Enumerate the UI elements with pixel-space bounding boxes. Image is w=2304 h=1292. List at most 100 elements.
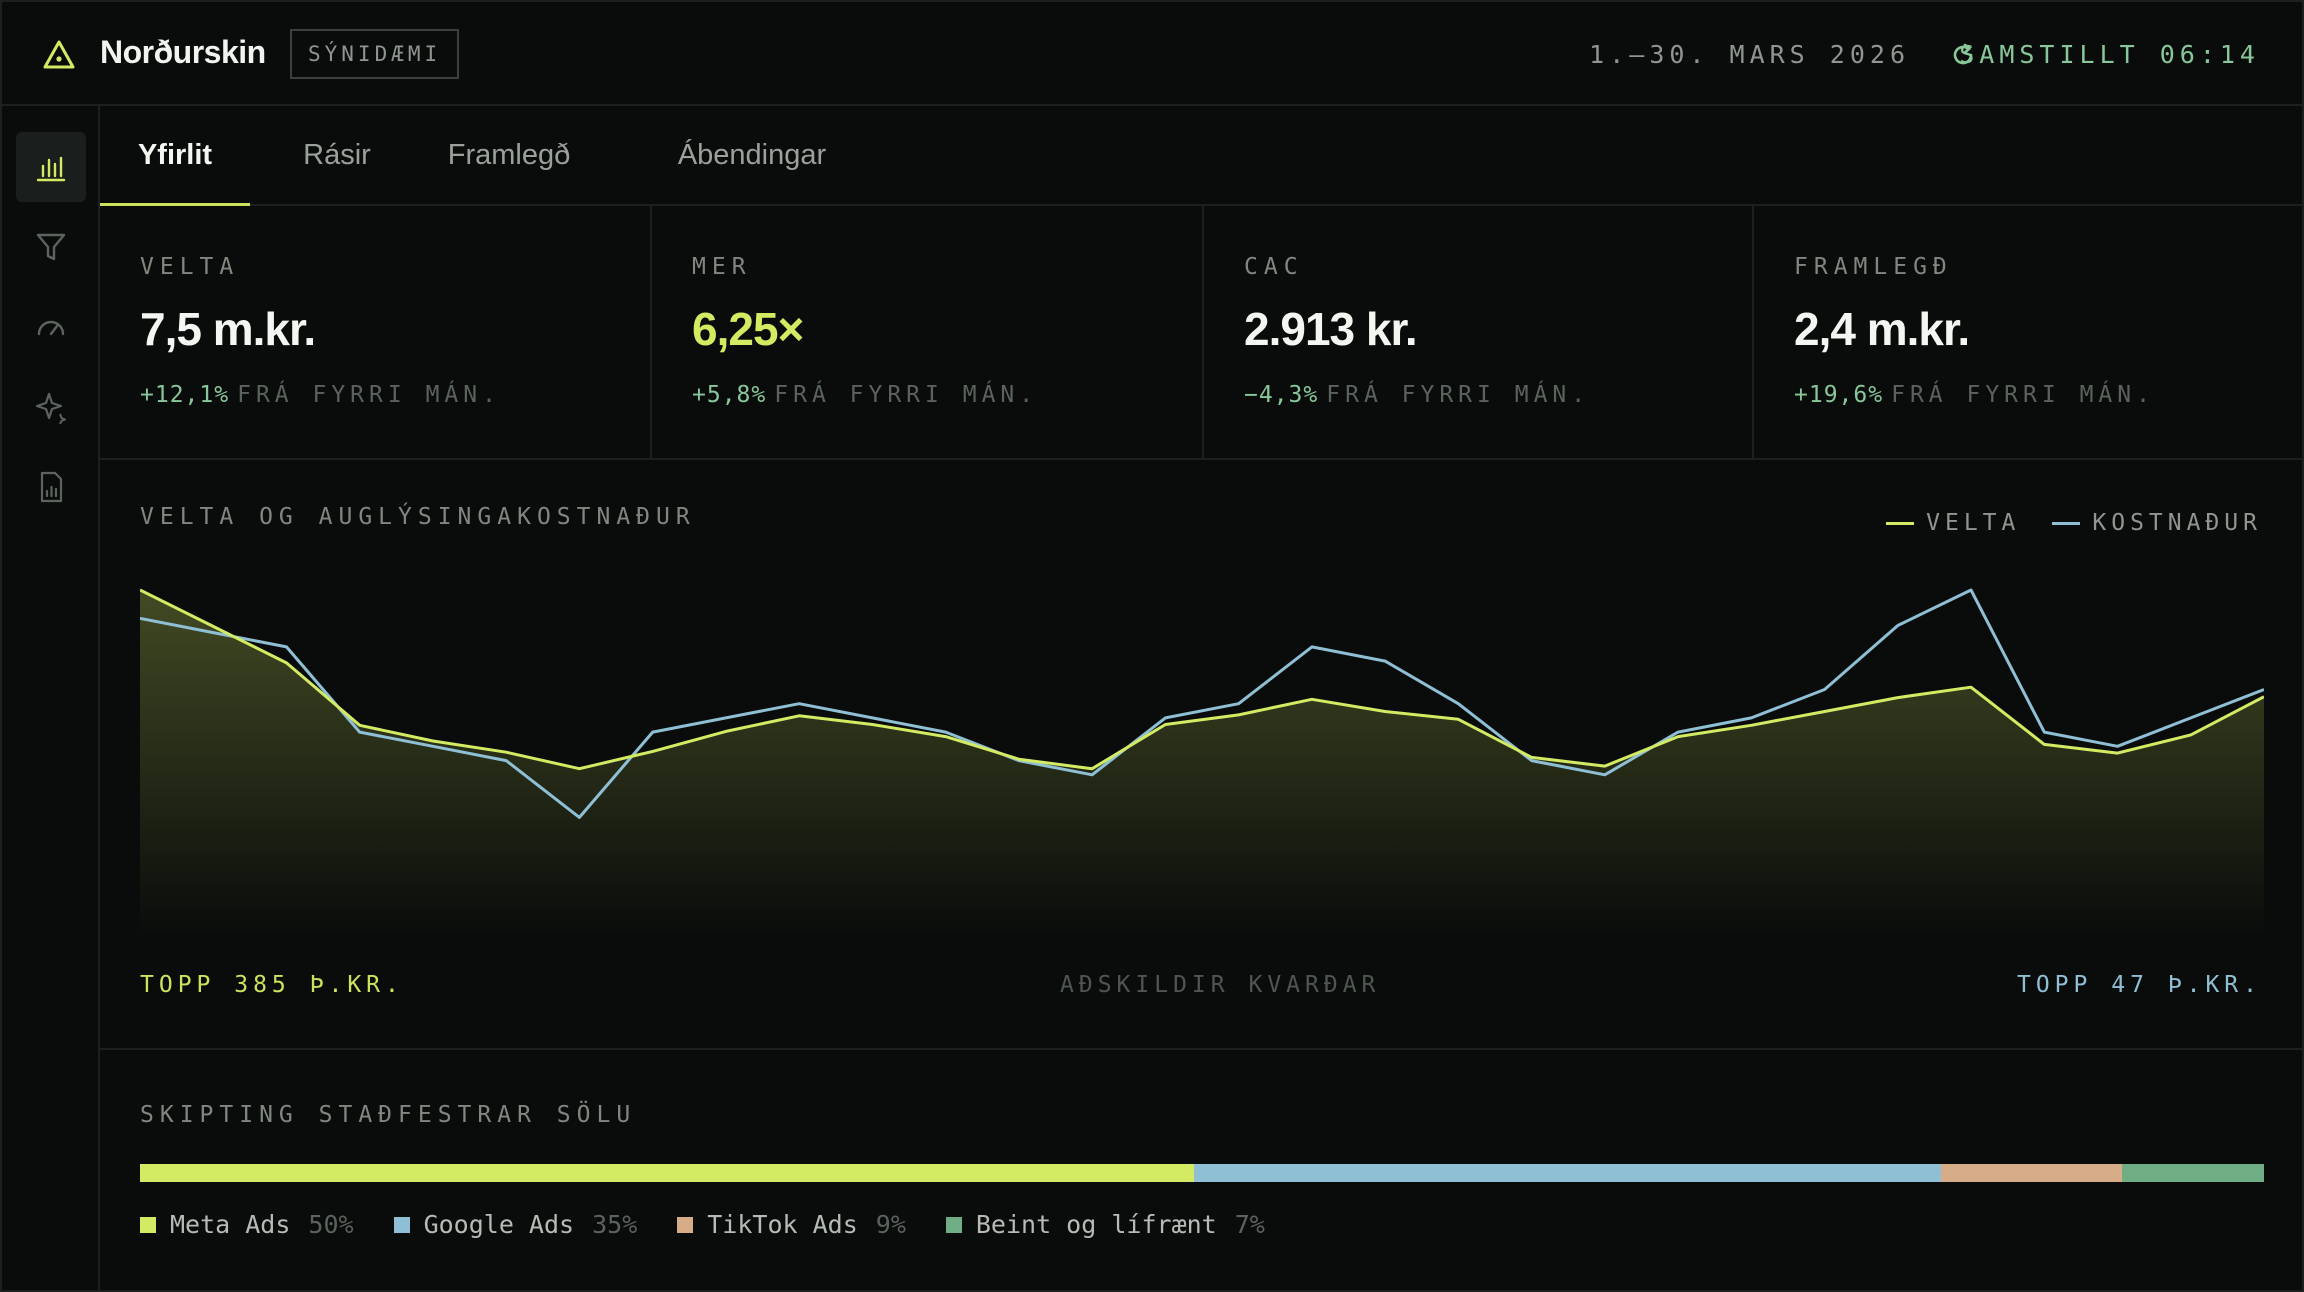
cost-point[interactable]: [1013, 755, 1025, 767]
split-legend-pct: 50%: [308, 1210, 354, 1239]
split-legend-item: TikTok Ads 9%: [677, 1210, 906, 1239]
cost-point[interactable]: [1452, 698, 1464, 710]
refresh-icon[interactable]: [1950, 42, 1976, 68]
cost-point[interactable]: [1672, 726, 1684, 738]
cost-point[interactable]: [281, 641, 293, 653]
kpi-delta: +12,1%: [140, 382, 230, 408]
split-legend-item: Beint og lífrænt 7%: [945, 1210, 1265, 1239]
revenue-line: [140, 588, 2264, 771]
sparkle-icon: [35, 392, 66, 424]
cost-point[interactable]: [1965, 584, 1977, 596]
cost-point[interactable]: [1379, 655, 1391, 667]
cost-point[interactable]: [427, 740, 439, 752]
cost-point[interactable]: [1306, 641, 1318, 653]
split-legend-swatch: [140, 1216, 156, 1233]
date-range[interactable]: 1.–30. MARS 2026: [1589, 40, 1910, 69]
revenue-point[interactable]: [720, 725, 732, 737]
sidebar-item-reports[interactable]: [16, 452, 86, 522]
split-legend-swatch: [945, 1216, 962, 1233]
revenue-point[interactable]: [1452, 713, 1464, 725]
cost-point[interactable]: [2185, 712, 2197, 724]
sales-split-panel: SKIPTING STAÐFESTRAR SÖLU Meta Ads 50% Goo…: [100, 1050, 2302, 1292]
cost-point[interactable]: [354, 726, 366, 738]
cost-point[interactable]: [866, 712, 878, 724]
legend-swatch-revenue: [1886, 521, 1915, 525]
split-segment[interactable]: [1193, 1164, 1942, 1182]
kpi-row: VELTA 7,5 m.kr. +12,1% FRÁ FYRRI MÁN. MER…: [100, 206, 2302, 460]
kpi-note: FRÁ FYRRI MÁN.: [1891, 382, 2155, 408]
split-segment[interactable]: [140, 1164, 1194, 1182]
split-legend-swatch: [393, 1216, 410, 1233]
cost-point[interactable]: [1745, 712, 1757, 724]
revenue-point[interactable]: [1233, 709, 1245, 721]
split-legend-pct: 7%: [1234, 1210, 1265, 1239]
cost-peak-label: TOPP 47 Þ.KR.: [2016, 972, 2262, 998]
triangle-logo-icon: [43, 40, 75, 69]
revenue-point[interactable]: [1819, 706, 1831, 718]
cost-point[interactable]: [1526, 755, 1538, 767]
cost-point[interactable]: [2112, 740, 2124, 752]
kpi-label: FRAMLEGÐ: [1794, 254, 1953, 280]
scale-note: AÐSKILDIR KVARÐAR: [1060, 972, 1381, 998]
legend-label-cost: KOSTNAÐUR: [2092, 510, 2262, 536]
sidebar-item-overview[interactable]: [16, 132, 86, 202]
gauge-icon: [37, 320, 65, 336]
cost-point[interactable]: [1599, 769, 1611, 781]
tab-margin[interactable]: Framlegð: [447, 139, 571, 171]
revenue-point[interactable]: [1965, 681, 1977, 693]
chart-title: VELTA OG AUGLÝSINGAKOSTNAÐUR: [140, 504, 696, 530]
revenue-point[interactable]: [281, 657, 293, 669]
cost-point[interactable]: [2038, 726, 2050, 738]
split-legend-name: Beint og lífrænt: [975, 1210, 1217, 1239]
split-legend-name: Google Ads: [423, 1210, 575, 1239]
cost-point[interactable]: [500, 755, 512, 767]
kpi-value: 7,5 m.kr.: [140, 303, 316, 355]
cost-point[interactable]: [940, 726, 952, 738]
revenue-point[interactable]: [2185, 729, 2197, 741]
kpi-change: −4,3% FRÁ FYRRI MÁN.: [1244, 382, 1590, 408]
legend-swatch-cost: [2052, 521, 2081, 525]
revenue-point[interactable]: [2038, 738, 2050, 750]
tab-bar: Yfirlit Rásir Framlegð Ábendingar: [100, 106, 2302, 206]
split-segment[interactable]: [2121, 1164, 2264, 1182]
chart-legend: VELTA KOSTNAÐUR: [1886, 510, 2262, 536]
revenue-point[interactable]: [1892, 692, 1904, 704]
cost-point[interactable]: [1086, 769, 1098, 781]
cost-point[interactable]: [720, 712, 732, 724]
cost-point[interactable]: [1233, 698, 1245, 710]
revenue-peak-label: TOPP 385 Þ.KR.: [140, 972, 404, 998]
sidebar-item-gauge[interactable]: [16, 292, 86, 362]
revenue-point[interactable]: [573, 763, 585, 775]
revenue-point[interactable]: [647, 745, 659, 757]
revenue-point[interactable]: [793, 710, 805, 722]
kpi-delta: −4,3%: [1244, 382, 1319, 408]
revenue-point[interactable]: [1306, 693, 1318, 705]
cost-line: [140, 588, 2264, 819]
sidebar-item-insights[interactable]: [16, 372, 86, 442]
kpi-card-mer: MER 6,25× +5,8% FRÁ FYRRI MÁN.: [652, 206, 1204, 458]
kpi-label: VELTA: [140, 254, 240, 280]
kpi-card-revenue: VELTA 7,5 m.kr. +12,1% FRÁ FYRRI MÁN.: [100, 206, 652, 458]
tab-overview[interactable]: Yfirlit: [100, 106, 250, 206]
kpi-note: FRÁ FYRRI MÁN.: [774, 382, 1039, 408]
tab-recommendations[interactable]: Ábendingar: [677, 139, 827, 171]
cost-point[interactable]: [793, 698, 805, 710]
funnel-icon: [36, 233, 66, 261]
split-segment[interactable]: [1941, 1164, 2122, 1182]
cost-point[interactable]: [1892, 620, 1904, 632]
app-title: Norðurskin: [100, 34, 266, 70]
split-legend-name: TikTok Ads: [707, 1210, 858, 1239]
kpi-change: +12,1% FRÁ FYRRI MÁN.: [140, 382, 501, 408]
legend-item-cost: KOSTNAÐUR: [2052, 510, 2262, 536]
cost-point[interactable]: [1159, 712, 1171, 724]
legend-item-revenue: VELTA: [1886, 510, 2020, 536]
cost-point[interactable]: [647, 726, 659, 738]
split-legend-item: Meta Ads 50%: [140, 1210, 354, 1239]
bar-chart-icon: [36, 156, 66, 182]
cost-point[interactable]: [1819, 684, 1831, 696]
cost-point[interactable]: [573, 811, 585, 823]
cost-point[interactable]: [207, 627, 219, 639]
tab-channels[interactable]: Rásir: [303, 139, 371, 171]
sidebar-item-funnel[interactable]: [16, 212, 86, 282]
revenue-point[interactable]: [1379, 706, 1391, 718]
